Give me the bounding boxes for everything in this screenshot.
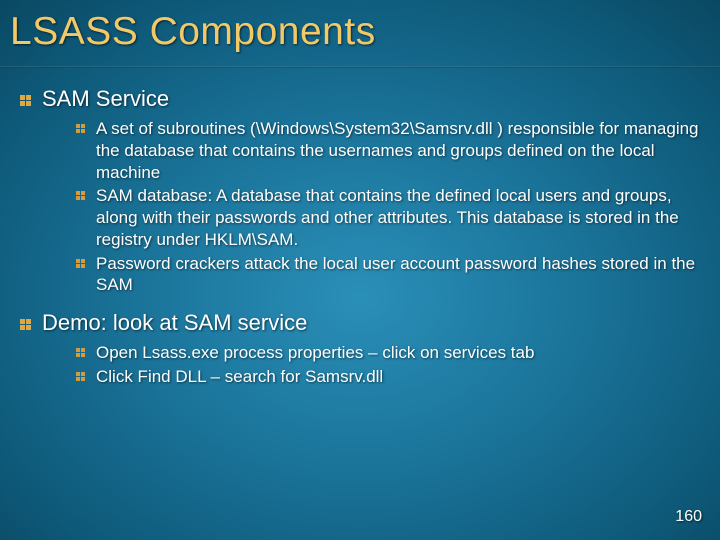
section-demo: Demo: look at SAM service Open Lsass.exe… [20, 310, 700, 388]
list-item: A set of subroutines (\Windows\System32\… [76, 118, 700, 183]
page-number: 160 [675, 508, 702, 526]
section-header: SAM Service [20, 86, 700, 112]
list-item-text: A set of subroutines (\Windows\System32\… [96, 118, 700, 183]
section-header-text: Demo: look at SAM service [42, 310, 307, 336]
slide-title: LSASS Components [10, 10, 376, 54]
section-sam-service: SAM Service A set of subroutines (\Windo… [20, 86, 700, 296]
quad-bullet-icon [20, 319, 32, 331]
list-item-text: SAM database: A database that contains t… [96, 185, 700, 250]
list-item-text: Click Find DLL – search for Samsrv.dll [96, 366, 700, 388]
content-area: SAM Service A set of subroutines (\Windo… [20, 86, 700, 402]
quad-bullet-icon [76, 348, 86, 358]
quad-bullet-icon [76, 372, 86, 382]
section-header-text: SAM Service [42, 86, 169, 112]
list-item: Password crackers attack the local user … [76, 253, 700, 297]
list-item-text: Open Lsass.exe process properties – clic… [96, 342, 700, 364]
list-item: Open Lsass.exe process properties – clic… [76, 342, 700, 364]
title-underline [0, 66, 720, 68]
quad-bullet-icon [76, 259, 86, 269]
list-item: SAM database: A database that contains t… [76, 185, 700, 250]
quad-bullet-icon [76, 191, 86, 201]
section-header: Demo: look at SAM service [20, 310, 700, 336]
list-item-text: Password crackers attack the local user … [96, 253, 700, 297]
quad-bullet-icon [20, 95, 32, 107]
list-item: Click Find DLL – search for Samsrv.dll [76, 366, 700, 388]
quad-bullet-icon [76, 124, 86, 134]
sub-list: A set of subroutines (\Windows\System32\… [20, 118, 700, 296]
sub-list: Open Lsass.exe process properties – clic… [20, 342, 700, 388]
